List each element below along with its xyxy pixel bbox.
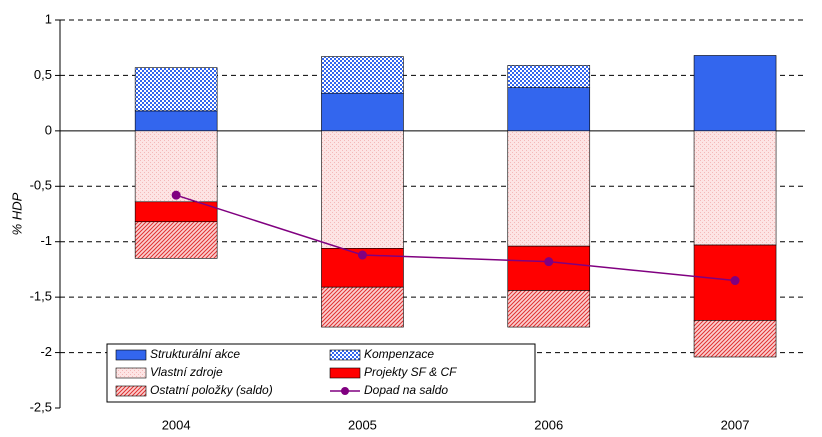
legend-label: Ostatní položky (saldo) [150, 383, 273, 397]
bar-segment [507, 130, 591, 247]
line-marker [357, 250, 367, 260]
bar-segment [693, 320, 777, 358]
legend-swatch [115, 385, 147, 397]
y-tick-label: -2 [40, 344, 52, 359]
x-tick-label: 2007 [721, 417, 750, 432]
bar-segment [134, 110, 218, 132]
legend-swatch [115, 367, 147, 379]
legend-label: Strukturální akce [150, 347, 240, 361]
y-tick-label: -1 [40, 233, 52, 248]
x-tick-label: 2006 [534, 417, 563, 432]
legend-label: Vlastní zdroje [150, 365, 223, 379]
line-marker [730, 276, 740, 286]
legend-label: Kompenzace [364, 347, 434, 361]
y-tick-label: 1 [45, 11, 52, 26]
y-tick-label: 0,5 [34, 67, 52, 82]
line [175, 194, 736, 282]
legend-swatch [115, 349, 147, 361]
bar-segment [507, 87, 591, 132]
legend-swatch [329, 349, 361, 361]
bar-segment [693, 130, 777, 246]
y-tick-label: -1,5 [30, 289, 52, 304]
y-axis-title: % HDP [9, 192, 24, 235]
bar-segment [134, 221, 218, 259]
legend-box [106, 343, 536, 403]
x-tick-label: 2004 [162, 417, 191, 432]
legend-label: Projekty SF & CF [364, 365, 457, 379]
y-tick-label: -0,5 [30, 178, 52, 193]
bar-segment [321, 56, 404, 94]
bar-segment [507, 65, 591, 88]
x-tick-label: 2005 [348, 417, 377, 432]
legend-marker [341, 387, 349, 395]
line-marker [544, 257, 554, 267]
bar-segment [134, 67, 218, 112]
legend-label: Dopad na saldo [364, 383, 448, 397]
bar-segment [507, 245, 591, 291]
y-tick-label: 0 [45, 122, 52, 137]
line-marker [171, 190, 181, 200]
bar-segment [134, 130, 218, 203]
y-tick-label: -2,5 [30, 399, 52, 414]
bar-segment [321, 130, 404, 249]
bar-segment [321, 286, 404, 328]
bar-segment [693, 55, 777, 132]
legend: Strukturální akce Kompenzace Vlastní zdroj… [106, 343, 536, 403]
bar-segment [507, 290, 591, 328]
legend-swatch [329, 367, 361, 379]
bar-segment [321, 92, 404, 132]
